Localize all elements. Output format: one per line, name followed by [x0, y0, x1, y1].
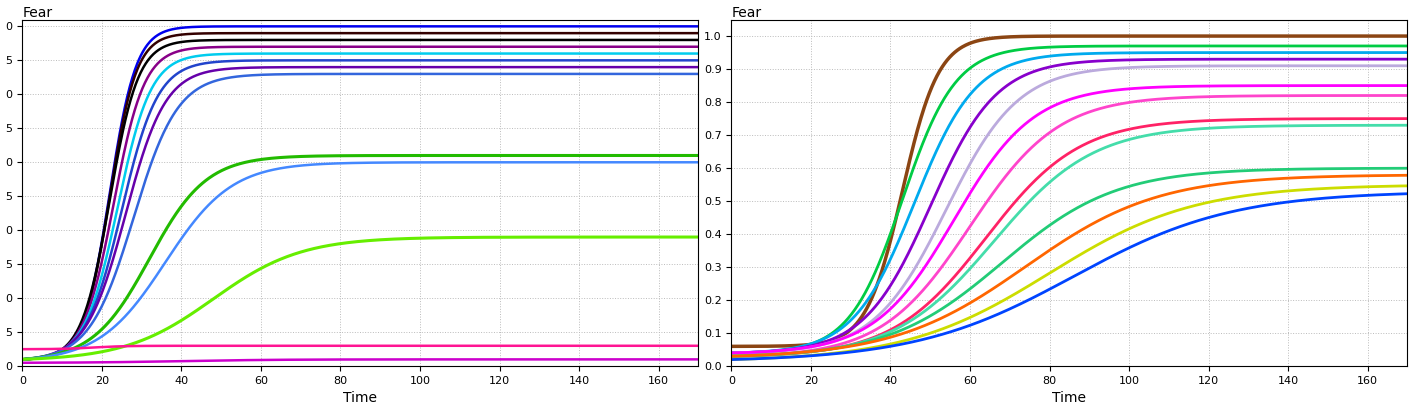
Text: Fear: Fear	[732, 6, 762, 20]
X-axis label: Time: Time	[343, 391, 377, 405]
Text: Fear: Fear	[23, 6, 52, 20]
X-axis label: Time: Time	[1053, 391, 1087, 405]
